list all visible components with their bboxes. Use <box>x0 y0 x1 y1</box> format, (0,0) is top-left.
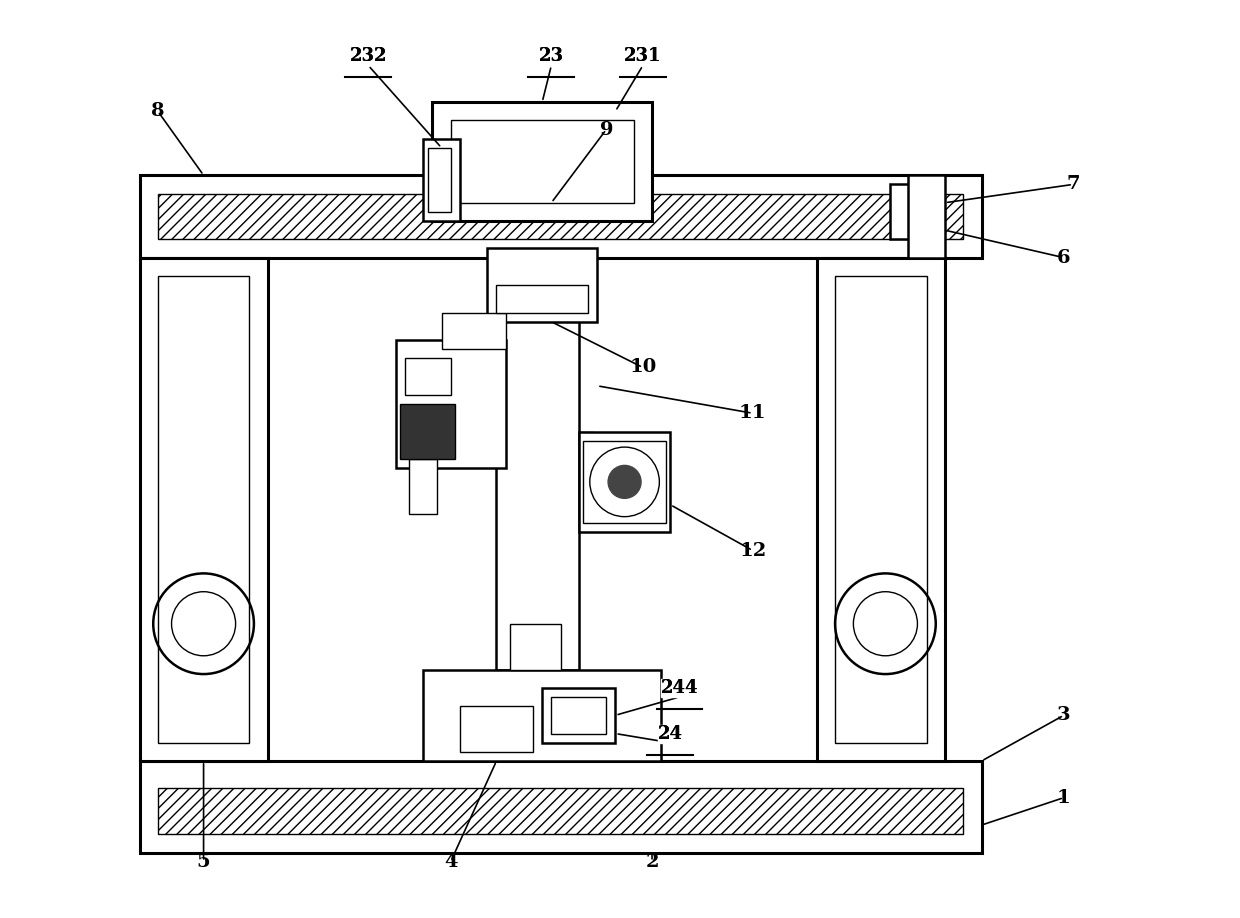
Text: 9: 9 <box>599 120 613 139</box>
Bar <box>552 697 606 733</box>
Bar <box>433 102 652 221</box>
Text: 4: 4 <box>444 853 458 870</box>
Bar <box>817 258 945 761</box>
Bar <box>496 285 588 312</box>
Text: 232: 232 <box>350 48 387 65</box>
Text: 244: 244 <box>661 679 698 697</box>
Bar <box>496 312 579 669</box>
Text: 23: 23 <box>539 48 564 65</box>
Bar <box>140 258 268 761</box>
Bar <box>908 175 945 258</box>
Circle shape <box>608 465 641 498</box>
Bar <box>510 623 560 669</box>
Bar <box>409 459 436 514</box>
Bar <box>579 431 671 532</box>
Text: 231: 231 <box>624 48 662 65</box>
Text: 10: 10 <box>629 358 656 376</box>
Bar <box>450 120 634 203</box>
Bar <box>401 404 455 459</box>
Text: 244: 244 <box>661 679 698 697</box>
Bar <box>157 276 249 743</box>
Bar <box>396 340 506 468</box>
Text: 5: 5 <box>197 853 211 870</box>
Text: 7: 7 <box>1066 175 1080 194</box>
Bar <box>460 706 533 752</box>
Bar <box>542 688 615 743</box>
Text: 24: 24 <box>658 724 683 743</box>
Text: 1: 1 <box>1056 789 1071 807</box>
Text: 8: 8 <box>151 102 165 120</box>
Text: 12: 12 <box>739 542 766 560</box>
Bar <box>140 761 982 853</box>
Bar <box>487 249 598 321</box>
Text: 3: 3 <box>1056 706 1070 724</box>
Bar <box>441 312 506 349</box>
Bar <box>890 185 936 240</box>
Bar <box>405 358 450 395</box>
Text: 6: 6 <box>1056 249 1070 266</box>
Bar <box>835 276 926 743</box>
Text: 2: 2 <box>645 853 658 870</box>
Bar <box>579 431 593 514</box>
Bar <box>140 175 982 258</box>
Text: 24: 24 <box>658 724 683 743</box>
Text: 231: 231 <box>624 48 662 65</box>
Bar <box>428 148 450 212</box>
Text: 23: 23 <box>539 48 564 65</box>
Bar <box>157 789 963 834</box>
Bar <box>583 441 666 523</box>
Text: 232: 232 <box>350 48 387 65</box>
Text: 11: 11 <box>739 404 766 422</box>
Bar <box>423 139 460 221</box>
Bar <box>157 194 963 240</box>
Bar <box>423 669 661 761</box>
